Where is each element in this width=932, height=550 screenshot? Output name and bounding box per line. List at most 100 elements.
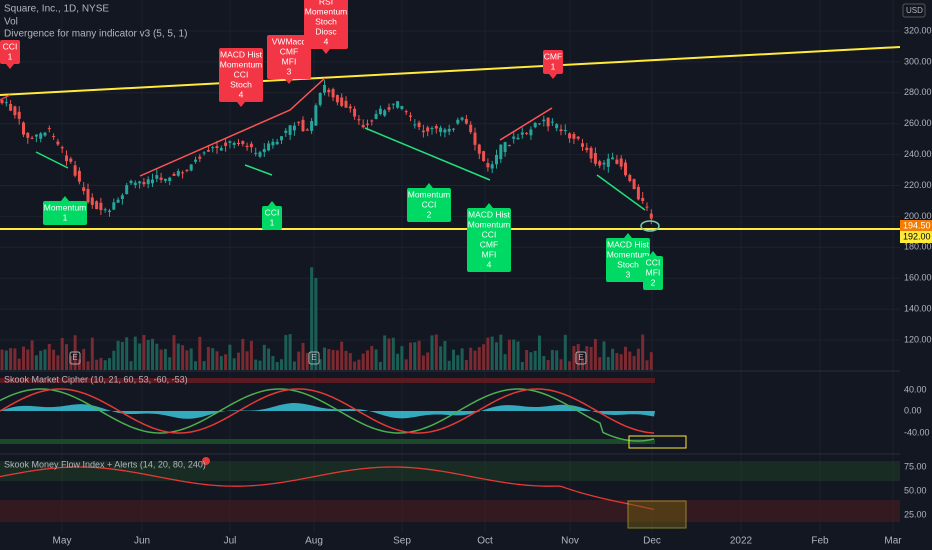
annotation-text: MFI xyxy=(646,267,661,277)
candle xyxy=(271,141,275,146)
volume-bar xyxy=(267,348,271,370)
volume-bar xyxy=(116,340,120,370)
candle xyxy=(366,123,369,125)
candle xyxy=(17,111,21,119)
volume-bar xyxy=(374,349,378,370)
annotation-text: 3 xyxy=(626,269,631,279)
candle xyxy=(262,149,266,153)
annotation-text: CMF xyxy=(544,51,562,61)
volume-bar xyxy=(426,352,430,370)
candle xyxy=(202,152,206,154)
candle xyxy=(142,182,146,185)
annotation-box xyxy=(606,238,650,282)
candle xyxy=(120,195,124,200)
annotation-text: 1 xyxy=(270,217,275,227)
candle xyxy=(611,157,615,160)
candle xyxy=(215,146,219,149)
candle xyxy=(396,101,400,108)
volume-bar xyxy=(632,356,636,370)
candle xyxy=(374,113,378,119)
annotation-pointer xyxy=(549,74,557,79)
candle xyxy=(585,147,589,151)
volume-bar xyxy=(649,352,653,370)
volume-bar xyxy=(563,334,567,370)
candle xyxy=(576,136,580,139)
volume-bar xyxy=(357,359,361,370)
volume-bar xyxy=(452,349,455,370)
candle xyxy=(284,130,288,133)
cipher-pane xyxy=(0,378,687,449)
candle xyxy=(172,173,176,176)
volume-bar xyxy=(232,358,236,370)
candle xyxy=(370,120,374,122)
volume-bar xyxy=(520,361,524,370)
volume-bar xyxy=(370,345,374,370)
volume-bar xyxy=(439,346,443,370)
annotation-text: Momentum xyxy=(468,219,511,229)
volume-bar xyxy=(636,348,640,370)
volume-bar xyxy=(219,356,223,370)
price-label: 280.00 xyxy=(904,87,932,97)
volume-bar xyxy=(262,344,266,370)
annotation-text: MFI xyxy=(482,249,497,259)
candle xyxy=(572,133,576,139)
candle xyxy=(219,147,223,151)
volume-bar xyxy=(0,349,4,370)
price-label: 320.00 xyxy=(904,25,932,35)
candle xyxy=(434,126,438,129)
volume-bar xyxy=(99,357,103,370)
volume-bar xyxy=(499,334,503,370)
annotation-text: Stoch xyxy=(617,259,639,269)
volume-label: Vol xyxy=(4,17,18,28)
volume-bar xyxy=(568,361,572,370)
candle xyxy=(163,178,167,181)
volume-bar xyxy=(576,344,580,370)
annotation-text: Stoch xyxy=(230,79,252,89)
volume-bar xyxy=(133,336,137,370)
volume-bar xyxy=(34,355,38,370)
annotation-pointer xyxy=(268,201,276,206)
candle xyxy=(151,179,154,184)
price-label: 120.00 xyxy=(904,334,932,344)
volume-bar xyxy=(284,335,288,370)
annotation-box xyxy=(543,50,563,74)
volume-bar xyxy=(39,350,43,370)
candle xyxy=(516,137,520,140)
candle xyxy=(22,122,25,135)
candle xyxy=(73,165,77,176)
time-label: 2022 xyxy=(730,536,753,547)
candle xyxy=(30,137,34,139)
candle xyxy=(185,170,189,172)
earnings-box xyxy=(69,351,81,365)
volume-bar xyxy=(335,350,339,370)
candle xyxy=(47,128,51,130)
volume-bar xyxy=(477,347,481,370)
candle xyxy=(559,129,563,132)
candle xyxy=(189,164,193,171)
annotation-text: 2 xyxy=(427,209,432,219)
mfi-label: 75.00 xyxy=(904,461,927,471)
candle xyxy=(305,129,309,131)
volume-bar xyxy=(391,337,395,370)
volume-bar xyxy=(310,267,314,370)
volume-bar xyxy=(503,354,507,370)
volume-bar xyxy=(258,360,262,370)
annotation-pointer xyxy=(6,64,14,69)
volume-bar xyxy=(168,357,172,370)
candle xyxy=(546,117,550,127)
time-label: Jun xyxy=(134,536,150,547)
volume-bar xyxy=(331,349,335,370)
time-label: Sep xyxy=(393,536,411,547)
candle xyxy=(628,175,632,181)
candle xyxy=(237,142,240,145)
price-label: 140.00 xyxy=(904,303,932,313)
candle xyxy=(168,177,172,181)
